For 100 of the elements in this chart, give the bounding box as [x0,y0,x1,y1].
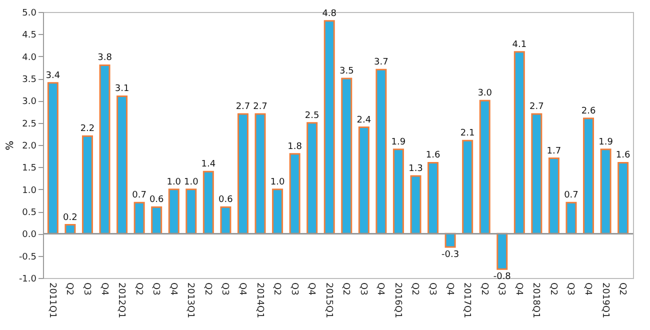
bar [99,64,110,234]
bar [358,126,370,234]
x-tick-label: Q3 [358,282,368,296]
data-label: 0.6 [149,195,164,206]
y-tick-label: 2.0 [22,142,37,152]
y-tick-label: 0.0 [22,230,37,240]
data-label: 0.6 [218,195,234,206]
x-tick-label: Q2 [410,282,420,296]
data-label: 1.3 [408,164,423,174]
x-tick-label: Q2 [617,282,628,296]
data-label: 2.5 [304,110,320,121]
bar [444,232,456,248]
x-tick-label: Q3 [427,282,438,296]
x-tick-label: 2019Q1 [600,282,610,318]
data-label: 2.7 [530,102,544,112]
data-label: 1.0 [184,177,199,188]
bar [64,224,76,234]
x-tick-label: Q4 [168,282,178,296]
bar [583,118,594,234]
x-tick-label: Q2 [548,282,558,296]
data-label: 3.4 [46,70,60,81]
x-tick-label: Q4 [98,282,109,296]
x-tick-label: 2015Q1 [323,282,334,318]
x-tick-label: Q3 [565,282,576,296]
bar [186,188,197,234]
x-tick-label: Q3 [220,282,230,296]
y-tick-label: 4.5 [22,30,36,41]
bar [306,122,318,234]
x-tick-label: Q4 [444,282,454,296]
data-label: 3.1 [114,84,130,94]
x-tick-label: Q3 [496,282,506,296]
y-tick-label: 1.5 [22,164,36,174]
data-label: 1.6 [426,150,440,161]
x-tick-label: Q3 [81,282,92,296]
data-label: -0.3 [442,250,460,260]
x-tick-label: Q4 [236,282,247,296]
bar [531,113,542,234]
bar [479,100,490,234]
x-tick-label: 2014Q1 [254,282,264,318]
x-tick-label: Q2 [340,282,351,296]
data-label: 1.4 [201,160,216,170]
bar [220,206,232,234]
data-label: 4.1 [512,40,527,50]
x-tick-label: Q2 [478,282,489,296]
x-tick-label: Q4 [513,282,524,296]
y-tick-label: 5.0 [22,8,37,18]
bar [376,68,387,234]
data-label: 0.7 [132,190,146,201]
x-tick-label: 2017Q1 [462,282,472,318]
bar [462,140,474,234]
x-tick-label: 2012Q1 [116,282,126,318]
bar [168,188,180,234]
bar [202,170,214,234]
x-tick-label: Q3 [150,282,161,296]
x-tick-label: Q2 [64,282,74,296]
bar [324,20,335,234]
bar [428,162,439,234]
data-label: 1.0 [166,177,182,188]
x-tick-label: 2018Q1 [530,282,541,318]
bar [566,202,577,234]
x-tick-label: 2013Q1 [185,282,196,318]
bar [392,148,404,234]
y-tick-label: 2.5 [22,119,36,130]
x-tick-label: 2011Q1 [46,282,57,318]
data-label: 3.8 [98,53,112,64]
data-label: 2.2 [80,124,95,134]
data-label: 2.1 [460,128,475,139]
x-tick-label: Q2 [133,282,144,296]
data-label: 1.9 [391,137,406,148]
data-label: 2.7 [253,102,268,112]
bar [514,51,525,234]
y-tick-label: -1.0 [18,274,37,284]
bar [289,153,300,234]
y-tick-label: 3.5 [22,75,36,85]
data-label: 2.7 [236,102,250,112]
x-tick-label: Q4 [375,282,386,296]
data-label: 0.2 [63,212,78,223]
data-label: 3.0 [478,88,492,99]
data-label: 4.8 [322,8,337,19]
bar [600,148,612,234]
y-tick-label: 4.0 [22,52,37,63]
data-label: 1.9 [598,137,614,148]
data-label: 0.7 [564,190,578,201]
data-label: 3.5 [339,66,354,76]
data-label: 3.7 [374,58,388,68]
y-tick-label: 0.5 [22,208,36,218]
data-label: 1.8 [288,142,302,152]
bar [82,135,93,234]
y-tick-label: 3.0 [22,97,37,108]
data-label: -0.8 [493,272,512,282]
x-tick-label: Q4 [582,282,593,296]
bar [548,158,560,234]
bar [151,206,162,234]
bar [116,95,128,234]
data-label: 1.6 [616,150,630,161]
x-tick-label: Q3 [288,282,299,296]
data-label: 2.4 [356,115,372,126]
y-axis-title: % [4,140,16,150]
bar [618,162,629,234]
data-label: 2.6 [581,106,596,116]
